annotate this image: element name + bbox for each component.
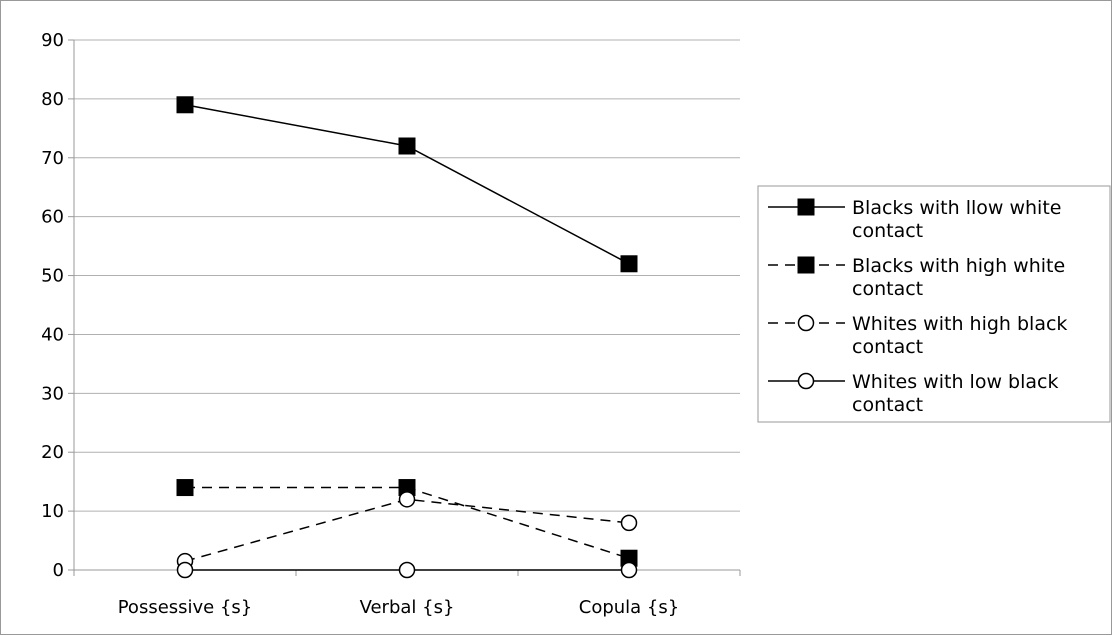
gridlines	[74, 39, 740, 512]
legend-label: Blacks with llow white	[852, 197, 1061, 219]
legend-label: contact	[852, 220, 923, 242]
legend-swatch-marker	[797, 198, 815, 216]
legend-box	[757, 185, 1111, 423]
data-point	[398, 561, 416, 579]
y-tick-label: 0	[53, 560, 64, 581]
legend-label: Whites with low black	[852, 371, 1058, 393]
data-point	[398, 491, 416, 508]
data-point	[620, 255, 638, 273]
data-point	[176, 96, 194, 114]
legend-label: Whites with high black	[852, 313, 1067, 335]
data-point	[620, 514, 638, 532]
y-tick-label: 10	[41, 501, 64, 522]
legend-swatch-marker	[797, 314, 815, 332]
y-tick-label: 60	[41, 207, 64, 228]
legend-label: contact	[852, 336, 923, 358]
series-2	[176, 479, 638, 567]
data-point	[176, 479, 194, 497]
y-tick-label: 70	[41, 148, 64, 169]
y-tick-label: 30	[41, 383, 64, 404]
legend-label: contact	[852, 394, 923, 416]
x-category-label: Verbal {s}	[360, 597, 455, 618]
y-tick-label: 20	[41, 442, 64, 463]
y-tick-label: 90	[41, 30, 64, 51]
data-point	[398, 137, 416, 155]
series-4	[176, 561, 638, 579]
x-category-label: Possessive {s}	[118, 597, 253, 618]
legend-label: Blacks with high white	[852, 255, 1065, 277]
y-tick-label: 80	[41, 89, 64, 110]
axes: 0 10 20 30 40 50 60 70 80 90 Possessive {s} Verbal …	[41, 30, 741, 618]
y-tick-label: 40	[41, 324, 64, 345]
data-point	[620, 561, 638, 579]
x-category-label: Copula {s}	[579, 597, 679, 618]
legend-label: contact	[852, 278, 923, 300]
series-1	[176, 96, 638, 273]
y-tick-label: 50	[41, 266, 64, 287]
legend-swatch-marker	[797, 256, 815, 274]
legend-swatch-marker	[797, 372, 815, 390]
series-group	[176, 96, 638, 579]
data-point	[176, 561, 194, 579]
